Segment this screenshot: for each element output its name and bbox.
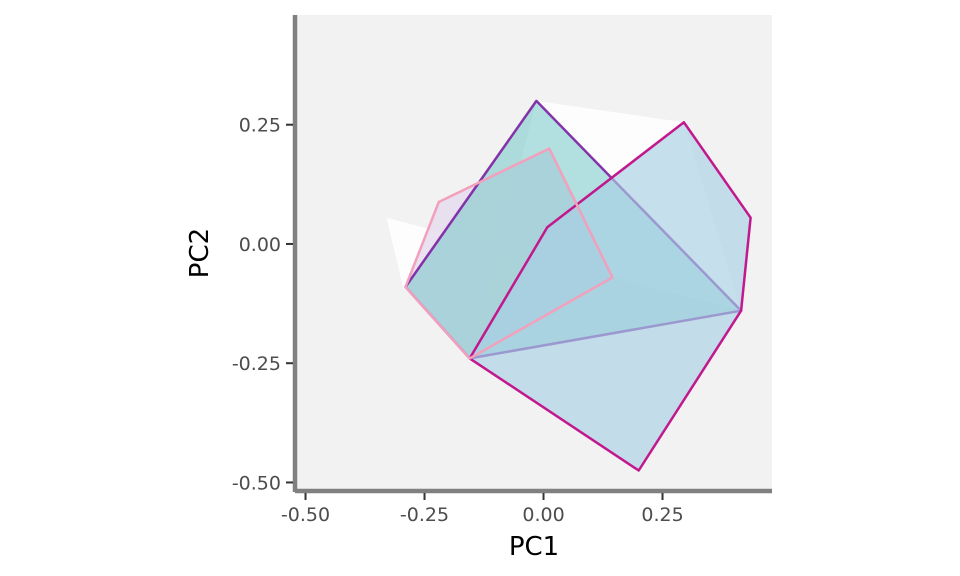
y-tick-label-1: 0.25 bbox=[239, 115, 281, 137]
x-axis-ticks: -0.50 -0.25 0.00 0.25 bbox=[281, 493, 684, 526]
x-tick-label-3: 0.00 bbox=[522, 504, 564, 526]
y-tick-label-4: -0.50 bbox=[232, 472, 281, 494]
y-tick-label-3: -0.25 bbox=[232, 353, 281, 375]
y-tick-label-2: 0.00 bbox=[239, 234, 281, 256]
x-tick-label-4: 0.25 bbox=[641, 504, 683, 526]
y-axis-ticks: 0.25 0.00 -0.25 -0.50 bbox=[232, 115, 293, 494]
polygon-layer bbox=[386, 99, 752, 472]
series-polygon-5 bbox=[404, 147, 614, 360]
y-axis-title: PC2 bbox=[185, 228, 215, 278]
x-tick-label-2: -0.25 bbox=[400, 504, 449, 526]
x-axis-title: PC1 bbox=[509, 532, 559, 562]
series-polygon-4 bbox=[468, 121, 752, 472]
x-tick-label-1: -0.50 bbox=[281, 504, 330, 526]
